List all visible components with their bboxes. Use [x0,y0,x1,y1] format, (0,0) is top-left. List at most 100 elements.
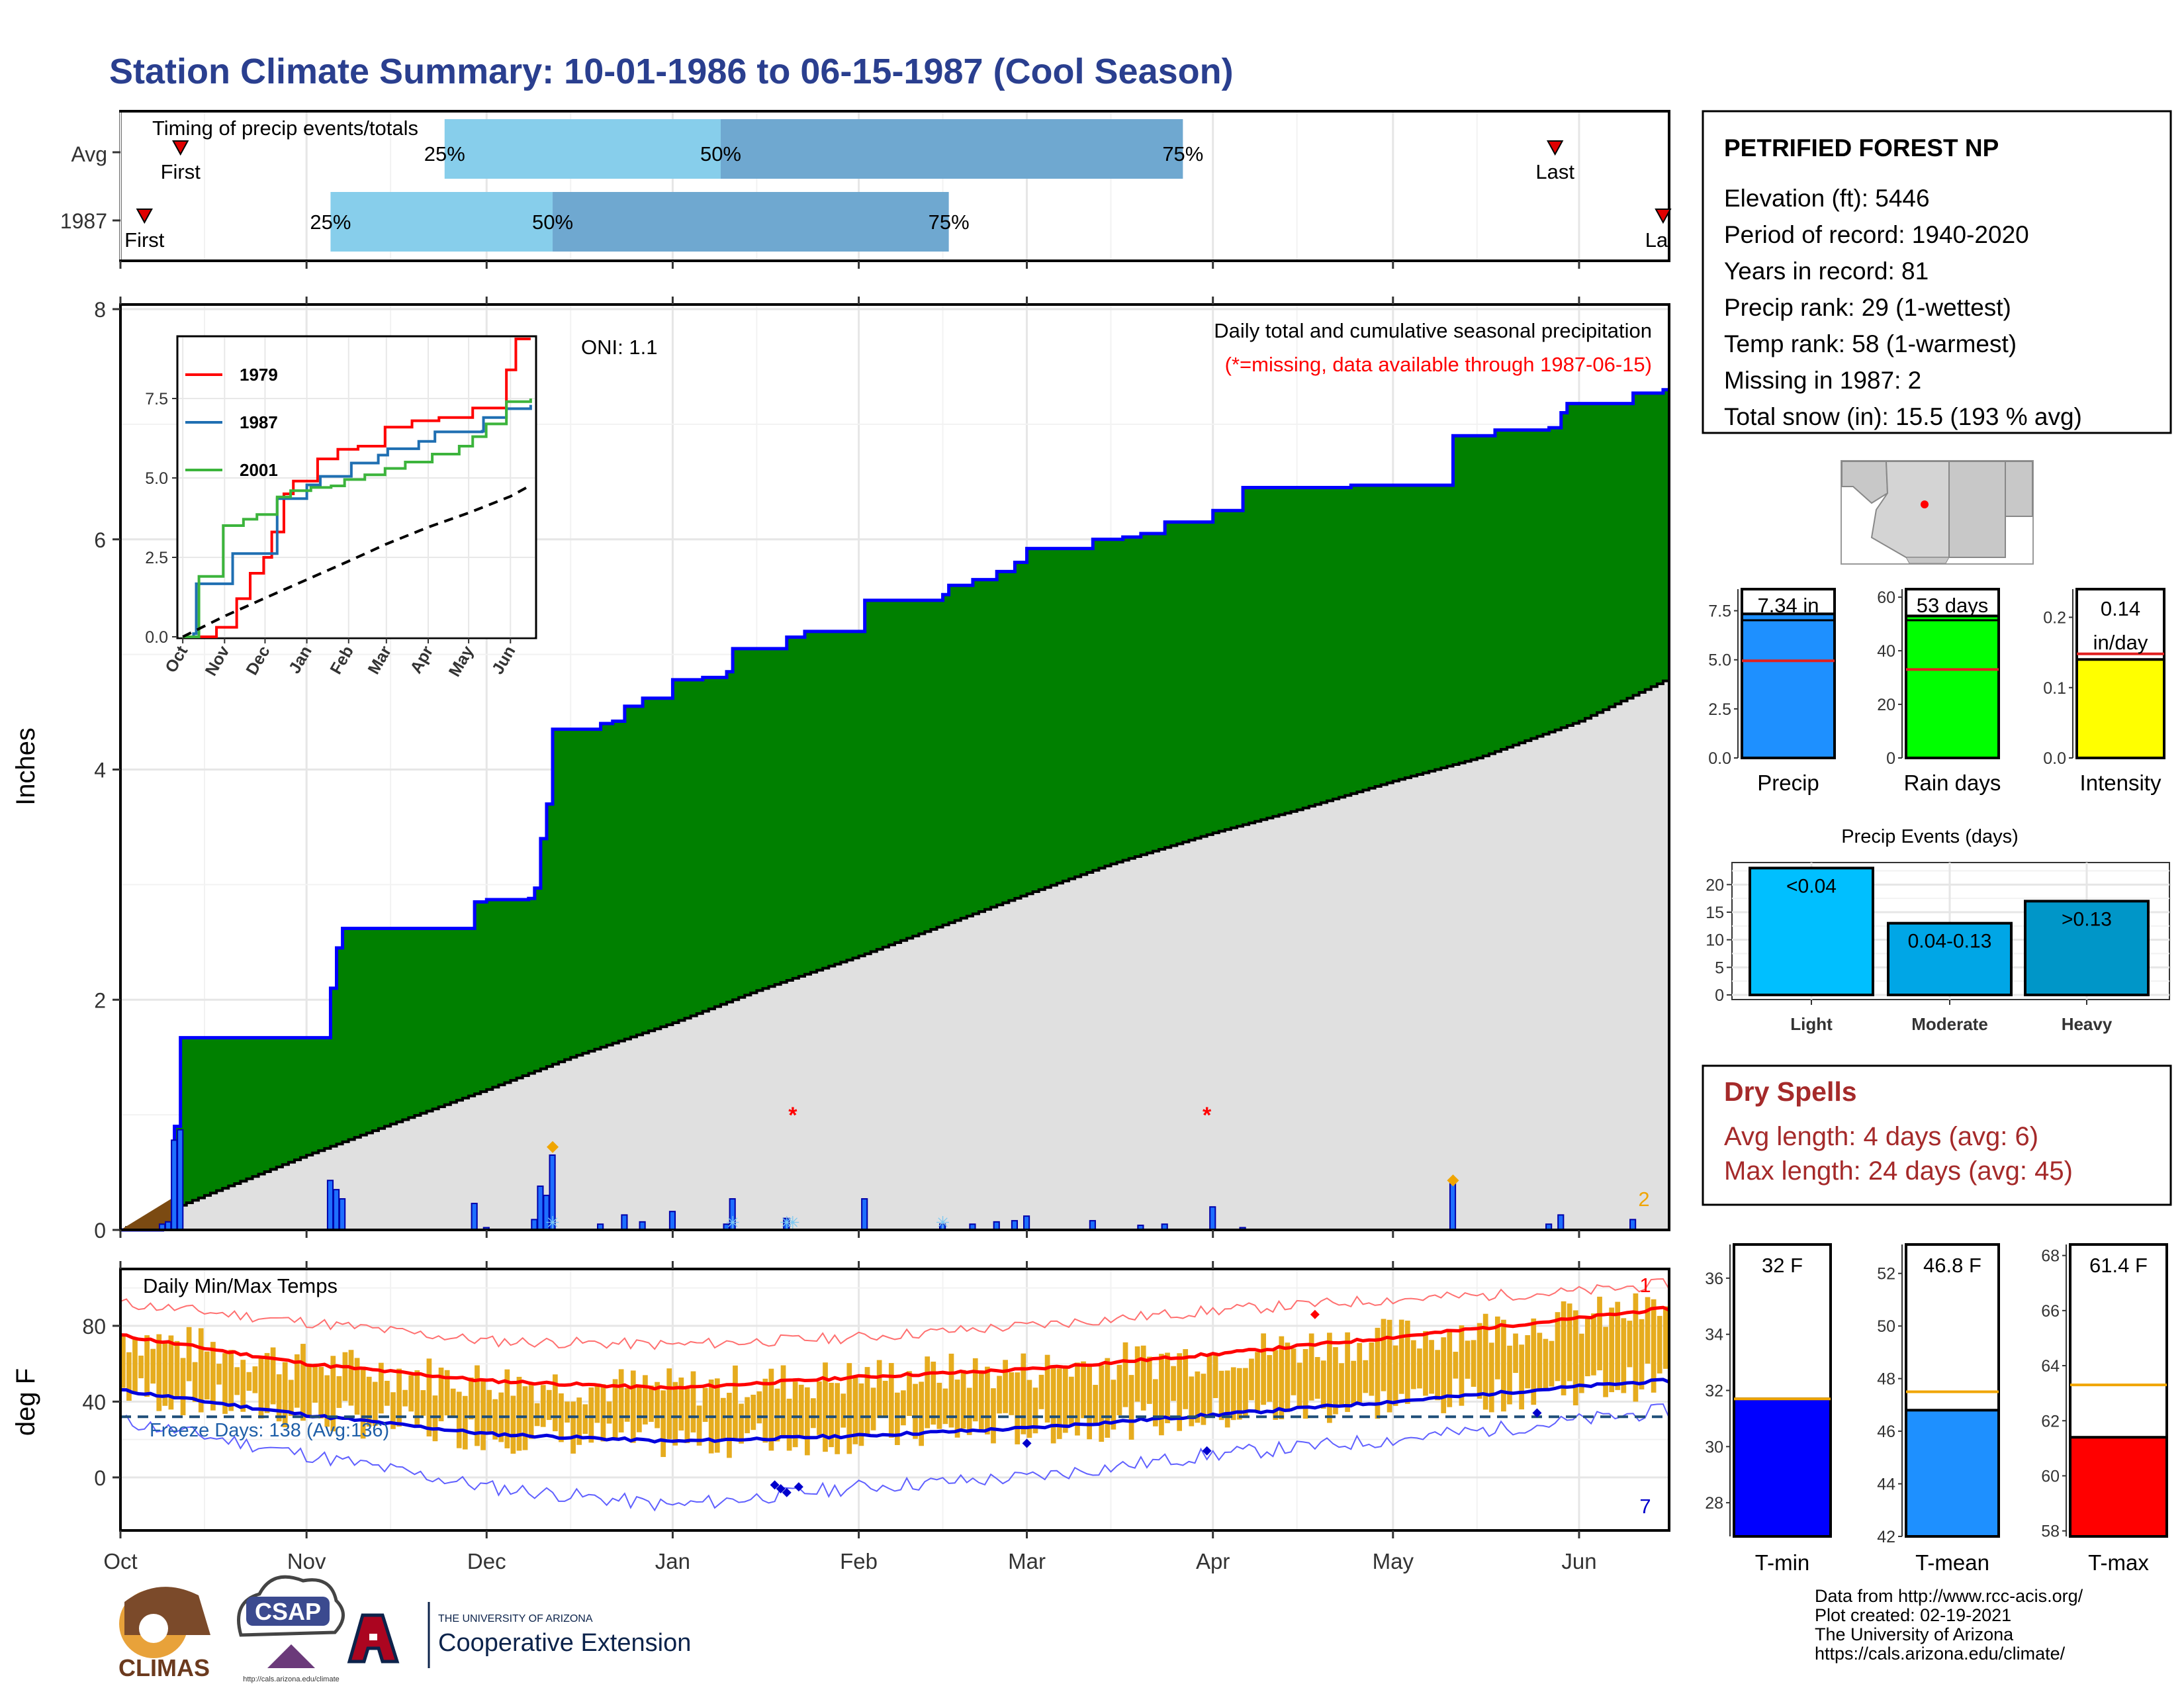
inset-legend-1979-label: 1979 [240,365,278,385]
daily-temp-bar-219 [1435,1350,1440,1401]
daily-temp-bar-210 [1381,1319,1387,1391]
cumulative-avg-line [120,679,1669,1231]
daily-temp-bar-173 [1159,1354,1164,1436]
daily-temp-bar-50 [420,1390,426,1416]
x-month-label-dec: Dec [467,1549,506,1573]
timing-y1987-bar-50-75 [553,192,949,252]
daily-temp-bar-100 [720,1397,726,1439]
daily-temp-bar-109 [774,1388,780,1442]
daily-temp-bar-67 [522,1386,528,1450]
x-month-label-may: May [1373,1549,1414,1573]
daily-temp-bar-147 [1003,1360,1008,1413]
ua-logo: THE UNIVERSITY OF ARIZONA Cooperative Ex… [347,1602,691,1668]
temps-ytick-label-40: 40 [82,1390,106,1414]
daily-temp-bar-15 [210,1342,216,1411]
daily-temp-bar-14 [204,1351,210,1400]
daily-temp-bar-154 [1044,1354,1050,1423]
daily-temp-bar-160 [1081,1361,1086,1419]
inset-series-1987 [183,404,532,638]
station-location-dot [1921,500,1929,508]
daily-temp-bar-222 [1453,1352,1459,1379]
events-ytick-label-5: 5 [1715,959,1724,977]
triangle-down-icon [1546,140,1564,156]
precip-events-chart: Precip Events (days) <0.04 Light 0.04-0.13… [1706,826,2170,1034]
daily-temp-bar-157 [1062,1367,1068,1433]
asterisk-icon: * [788,1103,797,1128]
daily-temp-bar-190 [1261,1333,1266,1405]
tsummary-2-ytick-label-1: 60 [2041,1467,2060,1485]
avg-min-line [120,1378,1670,1444]
daily-temp-bar-56 [456,1391,462,1448]
daily-temp-bar-102 [733,1365,738,1439]
daily-temp-bar-68 [528,1383,534,1439]
daily-temp-bar-191 [1267,1355,1273,1402]
timing-avg-pct-1: 50% [700,142,741,165]
daily-temp-bar-64 [504,1369,510,1448]
daily-temp-bar-240 [1561,1301,1567,1395]
daily-temp-bar-214 [1404,1321,1410,1404]
daily-temp-bar-44 [385,1380,390,1406]
daily-temp-bar-204 [1345,1332,1350,1413]
daily-temp-bar-119 [835,1383,841,1454]
dry-spells-box: Dry Spells Avg length: 4 days (avg: 6) M… [1702,1064,2172,1206]
timing-y1987-bar-25-50 [330,192,553,252]
csap-logo-mountain [267,1644,315,1668]
daily-temp-bar-223 [1459,1325,1465,1406]
daily-temp-bar-215 [1411,1340,1416,1389]
daily-temp-bar-226 [1477,1323,1482,1399]
daily-temp-bar-45 [390,1392,396,1429]
summary-2-ytick-label-2: 0.2 [2043,609,2066,628]
daily-temp-bar-90 [660,1390,666,1458]
precip-ytick-label-8: 8 [94,298,106,322]
daily-precip-bar-10 [537,1185,544,1231]
daily-temp-bar-49 [414,1370,420,1428]
climas-logo-text: CLIMAS [118,1654,210,1681]
daily-temp-bar-238 [1549,1340,1555,1387]
daily-temp-bar-170 [1140,1345,1146,1411]
temps-annotation-title: Daily Min/Max Temps [143,1274,338,1297]
precip-annotation-missing: (*=missing, data available through 1987-… [1225,353,1652,376]
x-month-label-apr: Apr [1196,1549,1230,1573]
daily-temp-bar-43 [379,1362,384,1414]
footer: Data from http://www.rcc-acis.org/ Plot … [118,1575,2083,1683]
record-max-count: 1 [1639,1274,1651,1297]
tsummary-2-bar [2069,1436,2168,1538]
inset-legend-1987-label: 1987 [240,412,278,432]
record-hit-diamond-3 [794,1482,803,1492]
precip-frame [119,303,1670,1231]
daily-temp-bar-155 [1050,1366,1056,1444]
daily-temp-bar-201 [1327,1333,1332,1423]
daily-temp-bar-175 [1171,1366,1176,1401]
daily-temp-bar-30 [300,1344,306,1421]
summary-2-ytick-label-0: 0.0 [2043,749,2066,768]
timing-y1987-first-label: First [124,228,165,252]
daily-temp-bar-192 [1273,1350,1279,1420]
temps-ytick-label-0: 0 [94,1466,106,1490]
oni-annotation: ONI: 1.1 [581,336,657,359]
daily-temp-bar-213 [1398,1319,1404,1394]
dry-spells-title: Dry Spells [1724,1076,1857,1107]
daily-temp-bar-122 [852,1376,858,1444]
station-missing: Missing in 1987: 2 [1724,367,1921,394]
tsummary-0-ytick-label-0: 28 [1705,1494,1723,1513]
daily-temp-bar-96 [696,1405,702,1446]
station-years: Years in record: 81 [1724,258,1929,285]
daily-temp-bar-37 [342,1352,348,1401]
daily-temp-bar-218 [1429,1340,1434,1394]
events-ytick-label-15: 15 [1706,904,1724,922]
daily-temp-bar-181 [1206,1354,1212,1415]
summary-2-ytick-label-1: 0.1 [2043,679,2066,698]
daily-temp-bar-58 [469,1377,474,1420]
precip-ytick-label-0: 0 [94,1219,106,1243]
triangle-down-icon [136,209,153,224]
daily-temp-bar-200 [1320,1360,1326,1409]
daily-temp-bar-203 [1339,1363,1344,1408]
daily-temp-bar-186 [1236,1368,1242,1420]
daily-temp-bar-141 [966,1387,972,1435]
daily-temp-bar-131 [907,1371,912,1417]
precip-ytick-label-4: 4 [94,759,106,782]
daily-temp-bar-75 [570,1401,576,1454]
x-axis-month-labels: Oct Nov Dec Jan Feb Mar Apr May Jun [103,1549,1596,1573]
